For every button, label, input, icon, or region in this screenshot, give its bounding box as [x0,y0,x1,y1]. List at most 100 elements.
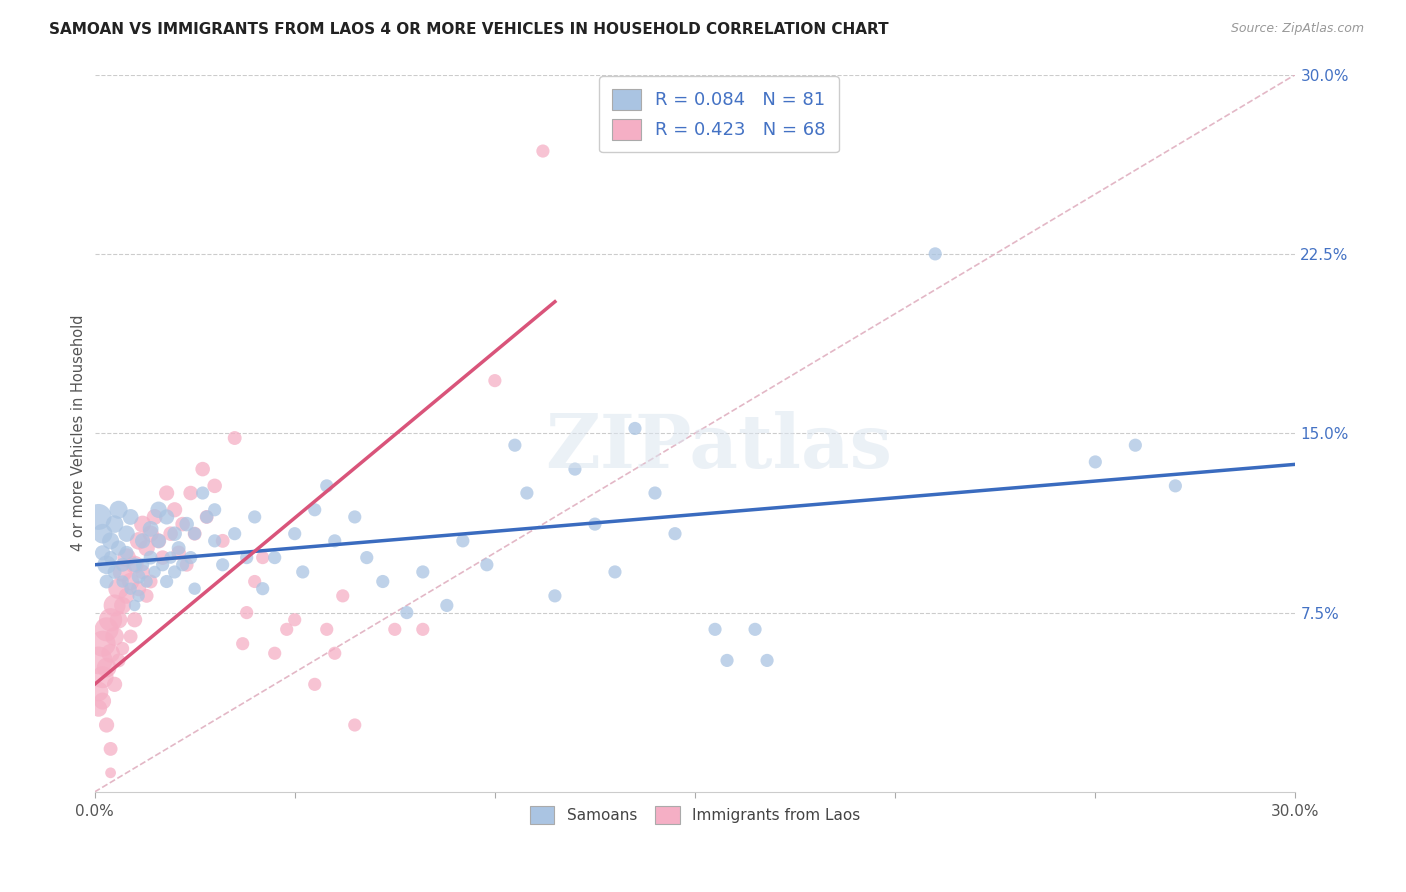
Point [644,486,666,500]
Point [100,742,122,756]
Point [1084,455,1107,469]
Point [87,653,110,667]
Point [135,541,157,555]
Point [176,517,198,532]
Point [304,502,326,516]
Point [284,613,307,627]
Point [103,677,125,691]
Point [412,565,434,579]
Point [180,486,202,500]
Point [128,582,150,596]
Point [96,660,118,674]
Point [263,550,285,565]
Point [343,718,366,732]
Point [195,510,218,524]
Point [135,574,157,589]
Point [252,550,274,565]
Point [436,599,458,613]
Point [103,565,125,579]
Point [484,374,506,388]
Point [183,526,205,541]
Point [148,502,170,516]
Point [412,623,434,637]
Text: SAMOAN VS IMMIGRANTS FROM LAOS 4 OR MORE VEHICLES IN HOUSEHOLD CORRELATION CHART: SAMOAN VS IMMIGRANTS FROM LAOS 4 OR MORE… [49,22,889,37]
Point [163,565,186,579]
Point [176,558,198,572]
Point [120,582,142,596]
Point [756,653,779,667]
Point [111,565,134,579]
Point [91,694,114,708]
Point [107,541,129,555]
Point [100,765,122,780]
Point [167,546,190,560]
Point [131,565,153,579]
Point [139,526,162,541]
Point [211,558,233,572]
Text: Source: ZipAtlas.com: Source: ZipAtlas.com [1230,22,1364,36]
Point [139,522,162,536]
Point [204,502,226,516]
Point [131,517,153,532]
Point [531,144,554,158]
Point [115,526,138,541]
Point [115,589,138,603]
Point [332,589,354,603]
Point [87,510,110,524]
Point [91,670,114,684]
Point [91,637,114,651]
Point [624,421,647,435]
Point [356,550,378,565]
Point [107,582,129,596]
Point [263,646,285,660]
Point [100,646,122,660]
Point [163,502,186,516]
Point [172,558,194,572]
Point [143,510,166,524]
Point [91,546,114,560]
Point [603,565,626,579]
Point [111,558,134,572]
Point [564,462,586,476]
Point [120,630,142,644]
Point [159,550,181,565]
Point [139,550,162,565]
Point [128,589,150,603]
Text: ZIPatlas: ZIPatlas [546,411,893,484]
Legend: Samoans, Immigrants from Laos: Samoans, Immigrants from Laos [519,796,870,835]
Point [343,510,366,524]
Point [224,431,246,445]
Point [87,701,110,715]
Point [243,574,266,589]
Point [315,623,337,637]
Point [156,486,179,500]
Point [159,526,181,541]
Point [143,565,166,579]
Point [503,438,526,452]
Point [451,533,474,548]
Point [191,462,214,476]
Point [148,533,170,548]
Point [232,637,254,651]
Point [120,574,142,589]
Point [91,526,114,541]
Point [544,589,567,603]
Point [1123,438,1146,452]
Point [100,550,122,565]
Point [107,613,129,627]
Point [284,526,307,541]
Point [148,533,170,548]
Point [204,533,226,548]
Y-axis label: 4 or more Vehicles in Household: 4 or more Vehicles in Household [72,315,86,551]
Point [163,526,186,541]
Point [252,582,274,596]
Point [243,510,266,524]
Point [235,606,257,620]
Point [115,546,138,560]
Point [96,623,118,637]
Point [103,517,125,532]
Point [124,599,146,613]
Point [211,533,233,548]
Point [100,613,122,627]
Point [323,533,346,548]
